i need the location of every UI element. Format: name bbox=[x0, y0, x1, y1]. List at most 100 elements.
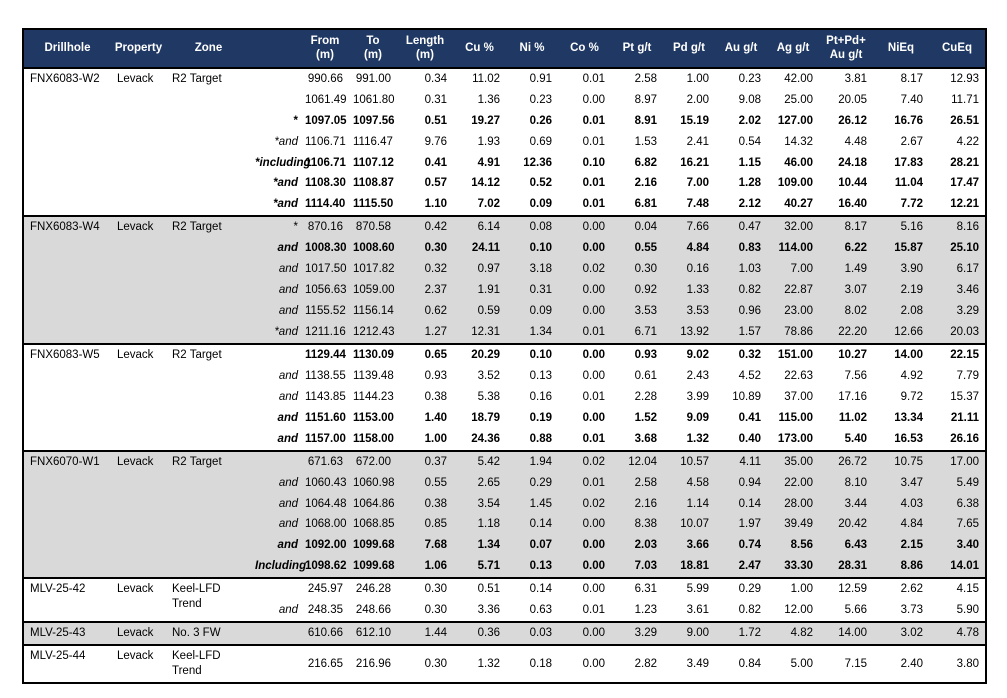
value-cell: 1017.82 bbox=[349, 259, 397, 281]
zone-line: Trend bbox=[172, 665, 202, 677]
value-cell: 2.12 bbox=[738, 198, 761, 211]
value-cell: 1.14 bbox=[663, 493, 715, 515]
value-cell: 0.41 bbox=[424, 156, 447, 169]
value-cell: 1.36 bbox=[477, 93, 500, 106]
assay-row: Including 1098.62 1099.68 1.06 5.71 0.13 0.00 7… bbox=[23, 556, 986, 579]
value-cell: 6.82 bbox=[634, 156, 657, 169]
value-cell: 0.01 bbox=[558, 472, 611, 494]
assay-row: MLV-25-43 Levack No. 3 FW 610.66 612.10 1.44 0… bbox=[23, 621, 986, 646]
value-cell: 15.37 bbox=[950, 390, 979, 403]
value-cell: 0.13 bbox=[529, 369, 552, 382]
value-cell: 4.52 bbox=[738, 369, 761, 382]
value-cell: 22.15 bbox=[929, 342, 986, 366]
value-cell: 1.45 bbox=[506, 493, 558, 515]
value-cell: 0.02 bbox=[558, 259, 611, 281]
value-cell: 0.52 bbox=[529, 177, 552, 190]
value-cell: 1138.55 bbox=[305, 369, 346, 382]
value-cell: 0.38 bbox=[397, 493, 453, 515]
zone-cell: R2 Target bbox=[166, 215, 251, 344]
value-cell: 9.09 bbox=[686, 411, 709, 424]
value-cell: 8.91 bbox=[634, 114, 657, 127]
value-cell: 3.73 bbox=[900, 604, 923, 617]
value-cell: 1.94 bbox=[506, 449, 558, 473]
value-cell: 1.27 bbox=[397, 322, 453, 344]
value-cell: 0.00 bbox=[558, 621, 611, 646]
column-header: Property bbox=[111, 29, 166, 69]
value-cell: 612.10 bbox=[349, 621, 397, 646]
value-cell: 2.47 bbox=[715, 556, 767, 579]
value-cell: 4.48 bbox=[844, 135, 867, 148]
value-cell: 0.51 bbox=[453, 577, 506, 601]
value-cell: 40.27 bbox=[784, 198, 813, 211]
value-cell: 7.00 bbox=[767, 259, 819, 281]
value-cell: 4.03 bbox=[873, 493, 929, 515]
value-cell: 5.42 bbox=[453, 449, 506, 473]
value-cell: 1008.30 bbox=[301, 238, 349, 260]
value-cell: 3.53 bbox=[663, 301, 715, 322]
value-cell: 7.48 bbox=[686, 198, 709, 211]
value-cell: 1.18 bbox=[453, 514, 506, 536]
value-cell: 3.52 bbox=[477, 369, 500, 382]
value-cell: 2.43 bbox=[686, 369, 709, 382]
value-cell: 109.00 bbox=[777, 177, 813, 190]
property-cell: Levack bbox=[111, 644, 166, 683]
value-cell: 0.00 bbox=[558, 577, 611, 601]
value-cell: 24.36 bbox=[471, 432, 500, 445]
zone-line: Keel-LFD bbox=[172, 583, 221, 596]
value-cell: 0.09 bbox=[506, 301, 558, 322]
value-cell: 5.99 bbox=[663, 577, 715, 601]
value-cell: 1106.71 bbox=[305, 135, 346, 148]
value-cell: 0.23 bbox=[529, 93, 552, 106]
value-cell: 0.00 bbox=[558, 556, 611, 579]
value-cell: 9.76 bbox=[424, 135, 447, 148]
drillhole-cell: FNX6083-W5 bbox=[23, 342, 111, 451]
value-cell: 0.32 bbox=[397, 259, 453, 281]
value-cell: 9.00 bbox=[663, 621, 715, 646]
column-header: Ni % bbox=[506, 29, 558, 69]
value-cell: 17.83 bbox=[894, 156, 923, 169]
zone-line: Trend bbox=[172, 598, 202, 611]
value-cell: 1155.52 bbox=[301, 301, 349, 322]
value-cell: 2.82 bbox=[611, 644, 663, 683]
value-cell: 115.00 bbox=[778, 411, 813, 424]
column-header: Drillhole bbox=[23, 29, 111, 69]
value-cell: 6.43 bbox=[819, 535, 873, 557]
column-header-line2: (m) bbox=[416, 49, 434, 62]
value-cell: 8.10 bbox=[819, 472, 873, 494]
property-cell: Levack bbox=[111, 621, 166, 646]
column-header: Ag g/t bbox=[767, 29, 819, 69]
value-cell: 3.02 bbox=[873, 621, 929, 646]
value-cell: 8.56 bbox=[767, 535, 819, 557]
value-cell: 0.97 bbox=[453, 259, 506, 281]
value-cell: 1143.85 bbox=[305, 390, 346, 403]
value-cell: 1056.63 bbox=[301, 280, 349, 302]
qualifier-cell: *and bbox=[251, 322, 301, 344]
value-cell: 0.54 bbox=[738, 135, 761, 148]
column-header-line1: Ni % bbox=[519, 42, 545, 55]
value-cell: 14.12 bbox=[471, 177, 500, 190]
value-cell: 12.66 bbox=[873, 322, 929, 344]
value-cell: 5.00 bbox=[767, 644, 819, 683]
value-cell: 3.18 bbox=[506, 259, 558, 281]
value-cell: 13.34 bbox=[894, 411, 923, 424]
value-cell: 13.92 bbox=[663, 322, 715, 344]
zone-cell: No. 3 FW bbox=[166, 621, 251, 646]
zone-line: R2 Target bbox=[172, 348, 222, 361]
value-cell: 0.10 bbox=[582, 156, 605, 169]
value-cell: 1.28 bbox=[738, 177, 761, 190]
value-cell: 0.85 bbox=[397, 514, 453, 536]
value-cell: 216.96 bbox=[349, 644, 397, 683]
value-cell: 8.38 bbox=[611, 514, 663, 536]
value-cell: 8.97 bbox=[634, 93, 657, 106]
value-cell: 42.00 bbox=[767, 66, 819, 90]
assay-row: and 1017.50 1017.82 0.32 0.97 3.18 0.02 0.30 0.1… bbox=[23, 259, 986, 281]
value-cell: 0.29 bbox=[506, 472, 558, 494]
qualifier-cell: * bbox=[251, 215, 301, 239]
value-cell: 14.01 bbox=[929, 556, 986, 579]
value-cell: 7.72 bbox=[900, 198, 923, 211]
value-cell: 1.32 bbox=[686, 432, 709, 445]
value-cell: 1116.47 bbox=[353, 135, 393, 148]
value-cell: 78.86 bbox=[767, 322, 819, 344]
column-header-line1: Pt g/t bbox=[622, 42, 652, 55]
value-cell: 19.27 bbox=[471, 114, 500, 127]
